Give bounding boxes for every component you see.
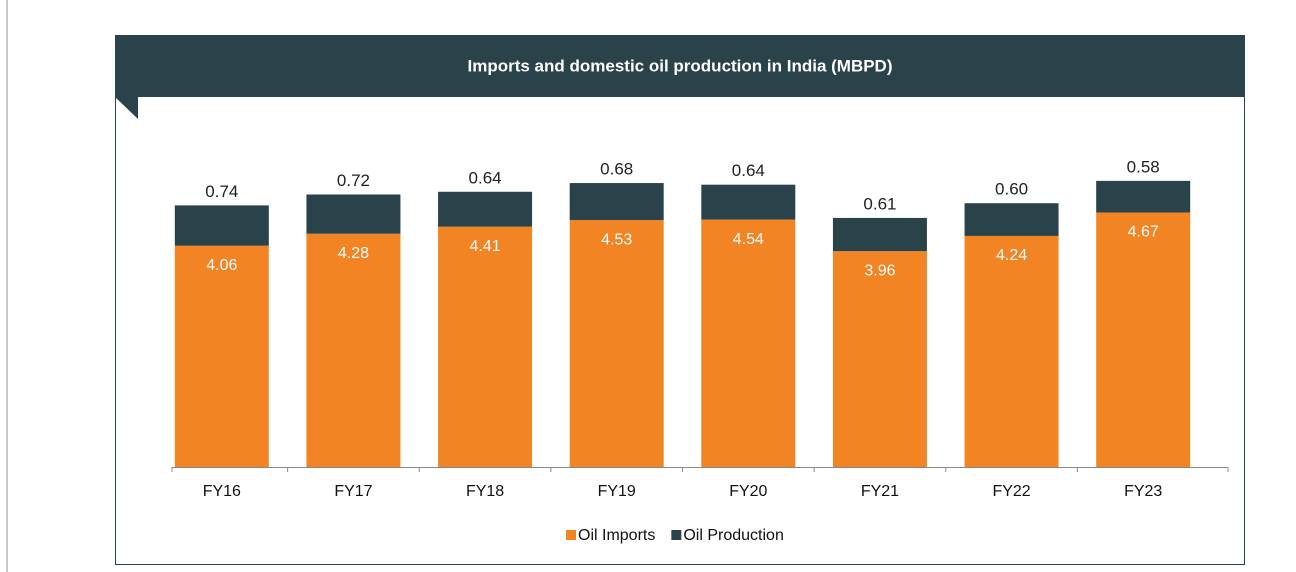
x-tick-label: FY17 (334, 483, 372, 500)
chart-title: Imports and domestic oil production in I… (468, 56, 893, 75)
data-label: 0.74 (205, 182, 238, 201)
legend-swatch (566, 530, 576, 540)
x-tick-label: FY19 (598, 483, 636, 500)
x-tick-label: FY18 (466, 483, 504, 500)
data-label: 4.28 (338, 245, 369, 262)
data-label: 4.24 (996, 247, 1027, 264)
x-tick-label: FY16 (203, 483, 241, 500)
bar-segment (832, 251, 927, 467)
data-label: 4.67 (1128, 224, 1159, 241)
x-tick-label: FY20 (729, 483, 767, 500)
x-tick-label: FY23 (1124, 483, 1162, 500)
bar-segment (438, 226, 533, 467)
bar-segment (832, 217, 927, 252)
data-label: 4.53 (601, 231, 632, 248)
bar-segment (964, 203, 1059, 236)
data-label: 0.64 (469, 168, 502, 187)
bar-segment (1096, 180, 1191, 213)
data-label: 0.72 (337, 171, 370, 190)
legend-label: Oil Imports (578, 527, 655, 544)
x-tick-label: FY22 (992, 483, 1030, 500)
legend-label: Oil Production (683, 527, 784, 544)
header-band (115, 35, 1245, 97)
data-label: 4.54 (733, 231, 764, 248)
legend-swatch (671, 530, 682, 540)
bar-segment (569, 183, 664, 221)
bar-segment (174, 205, 269, 246)
bar-segment (1096, 212, 1191, 467)
data-label: 4.41 (469, 238, 500, 255)
data-label: 0.58 (1127, 157, 1160, 176)
bar-segment (306, 194, 401, 234)
bar-segment (306, 233, 401, 467)
bar-segment (174, 245, 269, 467)
data-label: 0.68 (600, 160, 633, 179)
header-fold (115, 97, 138, 119)
data-label: 0.64 (732, 161, 765, 180)
bar-segment (701, 219, 796, 467)
bar-segment (569, 220, 664, 467)
x-tick-label: FY21 (861, 483, 899, 500)
bar-segment (701, 184, 796, 220)
bar-segment (964, 235, 1059, 467)
chart-frame (115, 35, 1245, 565)
data-label: 0.61 (863, 194, 896, 213)
data-label: 4.06 (206, 257, 237, 274)
data-label: 3.96 (864, 262, 895, 279)
data-label: 0.60 (995, 180, 1028, 199)
bar-segment (438, 191, 533, 227)
